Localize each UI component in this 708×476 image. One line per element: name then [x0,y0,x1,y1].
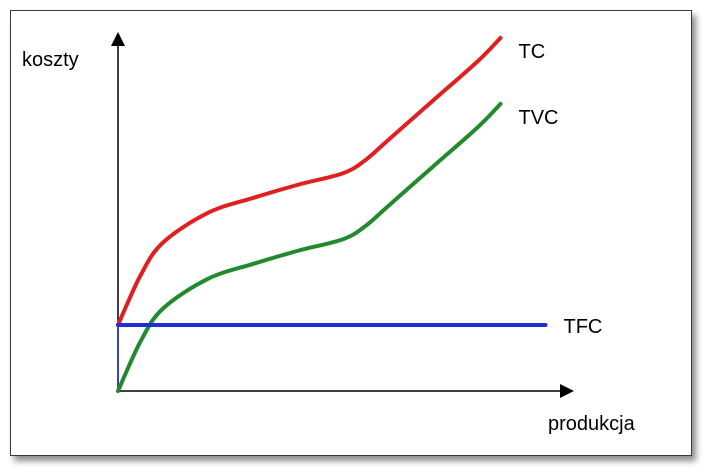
series-label-tvc: TVC [519,107,559,129]
series-label-layer: TC TVC TFC [519,41,603,338]
series-line-tvc [116,101,503,393]
series-label-tc: TC [519,41,546,63]
x-axis-label: produkcja [548,413,636,435]
series-label-tfc: TFC [564,316,603,338]
y-axis-label: koszty [22,49,79,71]
axes [111,32,574,398]
series-layer [116,35,548,393]
series-line-tc [116,35,503,327]
